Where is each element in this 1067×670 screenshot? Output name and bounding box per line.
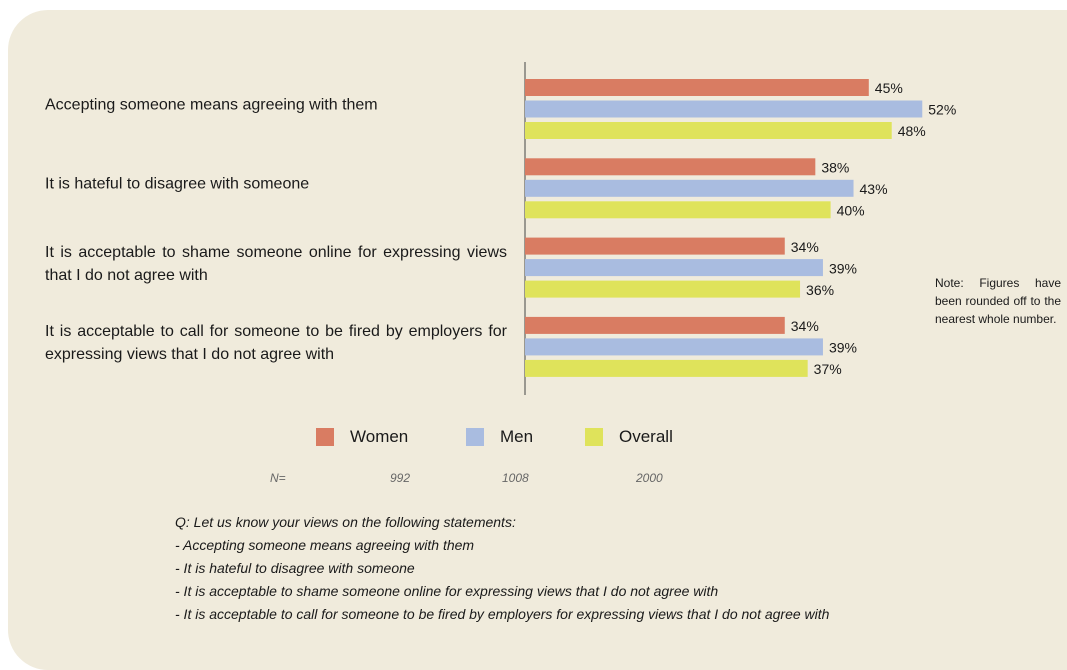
value-label: 43% [860, 181, 888, 197]
bar [525, 158, 816, 176]
statement: - Accepting someone means agreeing with … [175, 537, 475, 553]
bar [525, 259, 823, 277]
bar [525, 316, 785, 334]
legend-label: Overall [619, 427, 673, 446]
category-label: It is acceptable to shame someone online… [45, 243, 507, 284]
legend-swatch [466, 428, 484, 446]
value-label: 45% [875, 80, 903, 96]
bar [525, 201, 831, 219]
value-label: 48% [898, 123, 926, 139]
value-label: 34% [791, 318, 819, 334]
category-label: It is acceptable to call for someone to … [45, 322, 507, 363]
legend-label: Men [500, 427, 534, 446]
chart: 45% 52%48% 38% 43% 40% 34% 39% 36% 34% 39% 37% [524, 62, 956, 395]
value-label: 38% [821, 160, 849, 176]
value-label: 39% [829, 340, 857, 356]
value-label: 34% [791, 239, 819, 255]
bar [525, 179, 854, 197]
bar [525, 122, 892, 139]
bar [525, 359, 808, 377]
bar [525, 100, 923, 118]
bar [525, 79, 869, 96]
question: Q: Let us know your views on the followi… [175, 514, 516, 530]
statement: - It is acceptable to call for someone t… [175, 606, 830, 622]
n-value: 1008 [502, 471, 529, 485]
bar [525, 237, 785, 255]
value-label: 39% [829, 260, 857, 276]
value-label: 37% [814, 361, 842, 377]
bar [525, 280, 801, 298]
bar [525, 338, 823, 356]
category-label: It is hateful to disagree with someone [45, 175, 310, 193]
n-value: 2000 [636, 471, 663, 485]
n-label: N= [270, 471, 286, 485]
legend-swatch [585, 428, 603, 446]
statement: - It is acceptable to shame someone onli… [175, 583, 719, 599]
statement: - It is hateful to disagree with someone [175, 560, 415, 576]
value-label: 52% [928, 102, 956, 118]
category-label: Accepting someone means agreeing with th… [45, 96, 378, 114]
page: 45% 52% 48% 38% 43% 40% 34% 39% 36% 34% 39% 37% Not… [8, 10, 1067, 670]
legend-label: Women [350, 427, 409, 446]
note: Note: Figures have been rounded off to t… [935, 276, 1061, 326]
n-value: 992 [390, 471, 411, 485]
value-label: 36% [806, 282, 834, 298]
value-label: 40% [837, 203, 865, 219]
legend-swatch [316, 428, 334, 446]
